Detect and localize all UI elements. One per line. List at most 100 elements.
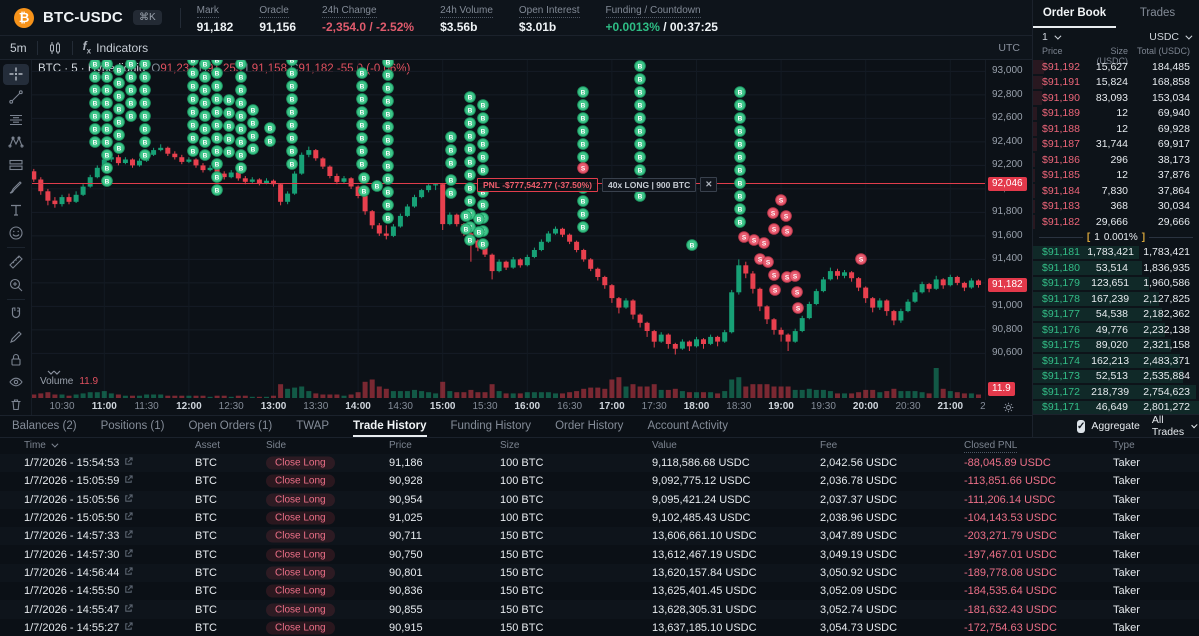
tab-balances-2-[interactable]: Balances (2) bbox=[12, 419, 77, 432]
time-axis[interactable]: 10:30 11:00 11:30 12:00 12:30 13:00 13:30 14:00… bbox=[32, 400, 985, 415]
svg-text:B: B bbox=[143, 126, 148, 133]
trade-fee: 3,047.89 USDC bbox=[820, 530, 898, 543]
svg-text:B: B bbox=[738, 115, 743, 122]
tab-account-activity[interactable]: Account Activity bbox=[647, 419, 728, 432]
order-book-row[interactable]: $91,182 29,666 29,666 bbox=[1033, 214, 1199, 230]
emoji-icon[interactable] bbox=[3, 222, 29, 243]
magnet-icon[interactable] bbox=[3, 304, 29, 325]
text-icon[interactable] bbox=[3, 200, 29, 221]
column-header-time[interactable]: Time bbox=[24, 440, 59, 451]
long-position-icon[interactable] bbox=[3, 155, 29, 176]
aggregate-checkbox[interactable]: ✓ bbox=[1077, 419, 1086, 433]
order-book-row[interactable]: $91,191 15,824 168,858 bbox=[1033, 75, 1199, 91]
svg-text:B: B bbox=[191, 109, 196, 116]
price-axis-label: 90,800 bbox=[992, 323, 1023, 335]
indicators-button[interactable]: fx Indicators bbox=[82, 39, 149, 56]
time-axis-label: 12:30 bbox=[218, 401, 244, 412]
order-book-row[interactable]: $91,174 162,213 2,483,371 bbox=[1033, 353, 1199, 369]
external-link-icon[interactable] bbox=[124, 530, 134, 542]
order-book-row[interactable]: $91,189 12 69,940 bbox=[1033, 106, 1199, 122]
external-link-icon[interactable] bbox=[124, 512, 134, 524]
svg-text:B: B bbox=[386, 176, 391, 183]
svg-text:B: B bbox=[362, 188, 367, 195]
order-book-row[interactable]: $91,192 15,627 184,485 bbox=[1033, 59, 1199, 75]
measure-icon[interactable] bbox=[3, 252, 29, 273]
order-book-row[interactable]: $91,188 12 69,928 bbox=[1033, 121, 1199, 137]
trades-filter-dropdown[interactable]: All Trades bbox=[1152, 414, 1198, 438]
gear-icon[interactable] bbox=[1003, 402, 1014, 413]
volume-pane-collapse-button[interactable] bbox=[46, 366, 62, 380]
order-book-row[interactable]: $91,178 167,239 2,127,825 bbox=[1033, 291, 1199, 307]
order-book-tab-trades[interactable]: Trades bbox=[1139, 7, 1176, 19]
external-link-icon[interactable] bbox=[124, 494, 134, 506]
order-book-row[interactable]: $91,175 89,020 2,321,158 bbox=[1033, 338, 1199, 354]
svg-text:B: B bbox=[227, 110, 232, 117]
depth-bar bbox=[1033, 245, 1139, 259]
trend-line-icon[interactable] bbox=[3, 87, 29, 108]
order-book-row[interactable]: $91,181 1,783,421 1,783,421 bbox=[1033, 245, 1199, 261]
delete-all-icon[interactable] bbox=[3, 394, 29, 415]
external-link-icon[interactable] bbox=[124, 567, 134, 579]
interval-button[interactable]: 5m bbox=[10, 40, 27, 55]
xabcd-pattern-icon[interactable] bbox=[3, 132, 29, 153]
order-book-row[interactable]: $91,172 218,739 2,754,623 bbox=[1033, 384, 1199, 400]
zoom-in-icon[interactable] bbox=[3, 274, 29, 295]
crosshair-icon[interactable] bbox=[2, 64, 29, 85]
position-line-label[interactable]: PNL -$777,542.77 (-37.50%) 40x LONG | 90… bbox=[477, 177, 718, 192]
stat-label: Oracle bbox=[259, 4, 289, 18]
lock-all-icon[interactable] bbox=[3, 349, 29, 370]
order-book-row[interactable]: $91,184 7,830 37,864 bbox=[1033, 183, 1199, 199]
external-link-icon[interactable] bbox=[124, 585, 134, 597]
brush-icon[interactable] bbox=[3, 177, 29, 198]
svg-text:B: B bbox=[360, 70, 365, 77]
svg-text:B: B bbox=[481, 128, 486, 135]
external-link-icon[interactable] bbox=[124, 548, 134, 561]
candle-style-button[interactable] bbox=[38, 36, 72, 59]
position-pnl-label[interactable]: PNL -$777,542.77 (-37.50%) bbox=[477, 177, 598, 192]
position-close-button[interactable]: ✕ bbox=[700, 177, 718, 192]
drawing-mode-icon[interactable] bbox=[3, 327, 29, 348]
fib-retracement-icon[interactable] bbox=[3, 109, 29, 130]
level-price: $91,186 bbox=[1042, 153, 1080, 166]
order-book-row[interactable]: $91,180 53,514 1,836,935 bbox=[1033, 260, 1199, 276]
precision-dropdown[interactable]: 1 bbox=[1042, 31, 1062, 43]
order-book-tab-order-book[interactable]: Order Book bbox=[1033, 0, 1116, 28]
order-book-row[interactable]: $91,190 83,093 153,034 bbox=[1033, 90, 1199, 106]
trade-closed-pnl: -88,045.89 USDC bbox=[964, 457, 1051, 470]
level-price: $91,181 bbox=[1042, 246, 1080, 259]
order-book-row[interactable]: $91,185 12 37,876 bbox=[1033, 168, 1199, 184]
tab-trade-history[interactable]: Trade History bbox=[353, 416, 427, 437]
hide-all-icon[interactable] bbox=[3, 372, 29, 393]
svg-text:B: B bbox=[129, 87, 134, 94]
order-book-row[interactable]: $91,177 54,538 2,182,362 bbox=[1033, 307, 1199, 323]
external-link-icon[interactable] bbox=[124, 475, 134, 487]
trade-size: 100 BTC bbox=[500, 512, 544, 525]
timezone-button[interactable]: UTC bbox=[998, 41, 1020, 54]
chart-canvas[interactable]: BBBBBBBBBBBBBBBBBBBBBBBBBBBBBBBBBBBBBBBB… bbox=[32, 60, 985, 400]
order-book-row[interactable]: $91,187 31,744 69,917 bbox=[1033, 137, 1199, 153]
order-book-row[interactable]: $91,186 296 38,173 bbox=[1033, 152, 1199, 168]
order-book-row[interactable]: $91,171 46,649 2,801,272 bbox=[1033, 400, 1199, 416]
order-book-row[interactable]: $91,179 123,651 1,960,586 bbox=[1033, 276, 1199, 292]
level-total: 69,917 bbox=[1157, 138, 1190, 151]
command-k-badge[interactable]: ⌘K bbox=[132, 10, 162, 25]
tab-twap[interactable]: TWAP bbox=[296, 419, 330, 432]
tab-funding-history[interactable]: Funding History bbox=[450, 419, 532, 432]
svg-text:B: B bbox=[215, 83, 220, 90]
tab-order-history[interactable]: Order History bbox=[555, 419, 624, 432]
external-link-icon[interactable] bbox=[124, 622, 134, 634]
tab-open-orders-1-[interactable]: Open Orders (1) bbox=[188, 419, 273, 432]
side-badge: Close Long bbox=[266, 566, 335, 580]
level-size: 12 bbox=[1116, 122, 1128, 135]
order-book-row[interactable]: $91,183 368 30,034 bbox=[1033, 199, 1199, 215]
symbol-title[interactable]: BTC-USDC bbox=[43, 9, 123, 26]
price-axis[interactable]: 93,00092,80092,60092,40092,20092,00091,8… bbox=[985, 60, 1032, 400]
depth-bar bbox=[1033, 307, 1163, 321]
order-book-row[interactable]: $91,176 49,776 2,232,138 bbox=[1033, 322, 1199, 338]
external-link-icon[interactable] bbox=[124, 457, 134, 469]
external-link-icon[interactable] bbox=[124, 603, 134, 616]
tab-positions-1-[interactable]: Positions (1) bbox=[100, 419, 165, 432]
unit-dropdown[interactable]: USDC bbox=[1149, 31, 1193, 43]
order-book-row[interactable]: $91,173 52,513 2,535,884 bbox=[1033, 369, 1199, 385]
